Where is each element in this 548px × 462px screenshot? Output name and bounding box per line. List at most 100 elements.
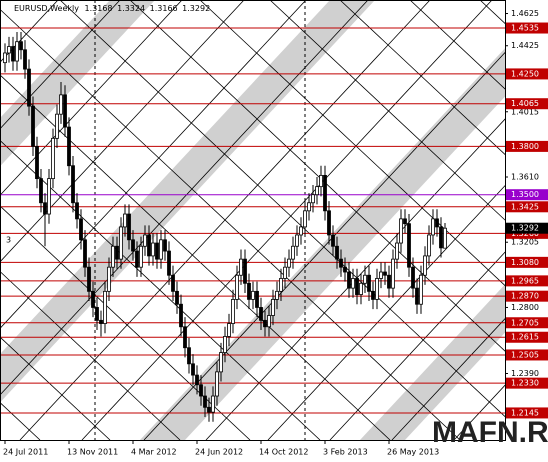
candle-body	[339, 258, 343, 268]
fan-line	[0, 336, 111, 440]
y-tick-label: 1.2800	[511, 303, 539, 312]
fan-line	[329, 251, 505, 440]
candle-body	[307, 202, 311, 212]
candle-body	[287, 258, 291, 268]
candle-body	[295, 234, 299, 247]
candle-body	[163, 239, 167, 252]
x-tick-label: 26 May 2013	[387, 448, 439, 457]
level-label-box	[506, 290, 548, 302]
candle-body	[171, 274, 175, 292]
fan-label: 3	[6, 236, 11, 245]
candle-body	[259, 307, 263, 321]
candle-body	[419, 274, 423, 305]
candle-body	[343, 266, 347, 273]
candle-body	[15, 41, 19, 62]
fan-line	[0, 139, 321, 440]
x-tick-label: 24 Jun 2012	[195, 448, 243, 457]
candle-body	[179, 303, 183, 328]
plot-frame	[0, 0, 506, 441]
level-label: 1.3500	[511, 190, 539, 199]
candle-body	[119, 226, 123, 260]
fan-line	[59, 0, 505, 418]
candle-body	[103, 290, 107, 324]
fan-line	[0, 0, 369, 396]
candle-body	[299, 226, 303, 236]
candle-body	[155, 242, 159, 260]
candle-body	[131, 239, 135, 252]
level-label-box	[506, 407, 548, 419]
level-label-box	[506, 189, 548, 201]
candle-body	[311, 194, 315, 204]
candle-body	[23, 49, 27, 70]
x-tick-label: 24 Jul 2011	[3, 448, 48, 457]
candle-body	[219, 352, 223, 373]
fan-line	[0, 74, 391, 440]
level-label-box	[506, 22, 548, 34]
candle-body	[79, 218, 83, 241]
ohlc-close: 1.3292	[182, 4, 210, 13]
candle-body	[207, 406, 211, 413]
candle-body	[47, 178, 51, 215]
candle-body	[43, 202, 47, 215]
y-tick-label: 1.4625	[511, 9, 539, 18]
candle-body	[111, 245, 115, 268]
level-label: 1.2330	[511, 379, 539, 388]
fan-line	[409, 0, 505, 90]
chart-header: EURUSD,Weekly 1.3168 1.3324 1.3166 1.329…	[14, 4, 210, 13]
x-tick-label: 14 Oct 2012	[259, 448, 308, 457]
candle-body	[363, 274, 367, 284]
candle-body	[195, 374, 199, 386]
ohlc-low: 1.3166	[150, 4, 178, 13]
level-label: 1.2145	[511, 408, 539, 417]
candle-body	[55, 113, 59, 139]
candle-body	[231, 298, 235, 324]
level-label: 1.4065	[511, 99, 539, 108]
candle-body	[35, 145, 39, 180]
candle-body	[351, 278, 355, 289]
candle-body	[439, 226, 443, 249]
y-tick-label: 1.4015	[511, 107, 539, 116]
ohlc-high: 1.3324	[117, 4, 145, 13]
candle-body	[147, 234, 151, 257]
candle-body	[335, 245, 339, 260]
candle-body	[319, 174, 323, 188]
level-label-box	[506, 275, 548, 287]
fan-line	[0, 0, 245, 263]
y-tick-label: 1.3610	[511, 172, 539, 181]
symbol: EURUSD,Weekly	[14, 4, 79, 13]
y-tick-label: 1.4425	[511, 41, 539, 50]
level-label: 1.2870	[511, 292, 539, 301]
candle-body	[379, 271, 383, 279]
candle-body	[127, 213, 131, 241]
watermark: MAFN.RU	[432, 416, 548, 449]
fan-line	[81, 0, 493, 440]
candle-body	[427, 234, 431, 257]
candle-body	[411, 266, 415, 289]
candle-body	[87, 266, 91, 292]
candle-body	[199, 384, 203, 397]
level-label: 1.2965	[511, 276, 539, 285]
y-tick-label: 1.2390	[511, 369, 539, 378]
candle-body	[51, 137, 55, 180]
candle-body	[123, 213, 127, 228]
level-label: 1.2705	[511, 318, 539, 327]
candle-body	[11, 46, 15, 62]
level-label-box	[506, 98, 548, 110]
candle-body	[443, 227, 447, 249]
candle-body	[275, 290, 279, 300]
level-label-box	[506, 256, 548, 268]
candle-body	[263, 319, 267, 328]
candle-body	[243, 258, 247, 284]
axis: 1.4625 1.4425 1.4015 1.3610 1.3205 1.2800 1.23…	[3, 9, 548, 457]
current-price-label: 1.3292	[511, 224, 539, 233]
candle-body	[367, 274, 371, 292]
candle-body	[59, 94, 63, 115]
candle-body	[27, 68, 31, 107]
candle-body	[383, 271, 387, 276]
candle-body	[251, 290, 255, 300]
candle-body	[135, 250, 139, 268]
level-label-box	[506, 201, 548, 213]
level-label: 1.4250	[511, 69, 539, 78]
candle-body	[223, 336, 227, 353]
candle-body	[115, 245, 119, 260]
